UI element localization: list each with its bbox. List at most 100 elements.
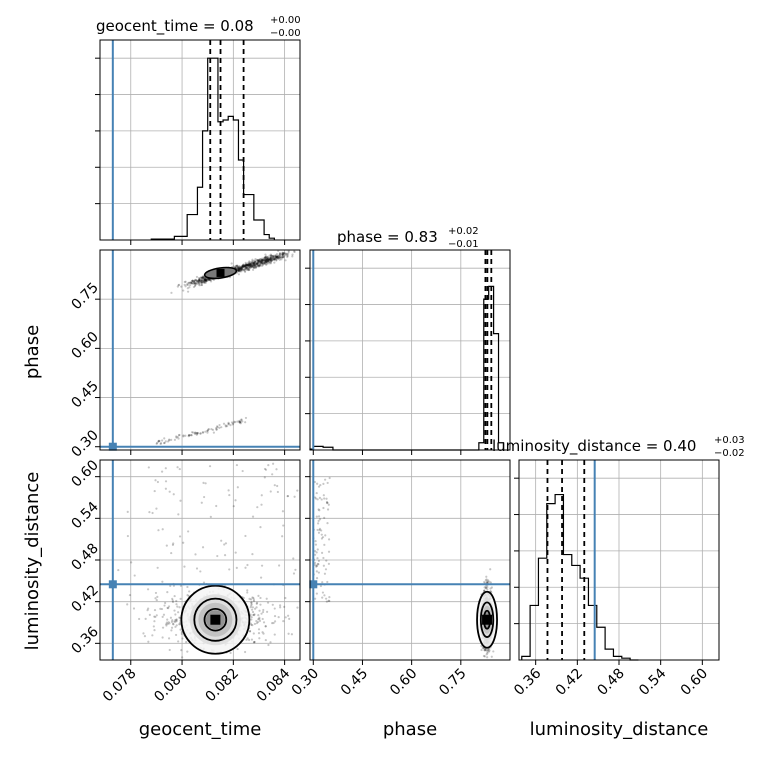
sample-point	[154, 591, 158, 595]
sample-point	[268, 260, 271, 263]
sample-point	[198, 278, 201, 281]
sample-point	[267, 464, 270, 467]
sample-point	[170, 438, 173, 441]
sample-point	[238, 267, 241, 270]
sample-point	[239, 422, 242, 425]
sample-point	[253, 640, 256, 644]
sample-point	[266, 261, 269, 264]
sample-point	[175, 603, 178, 606]
sample-point	[248, 597, 251, 601]
sample-point	[175, 436, 178, 439]
sample-point	[259, 258, 262, 261]
sample-point	[153, 620, 156, 623]
sample-point	[188, 434, 191, 437]
sample-point	[203, 278, 206, 281]
sample-point	[281, 535, 284, 538]
sample-point	[269, 256, 273, 259]
sample-point	[157, 439, 160, 442]
sample-point	[259, 258, 262, 261]
sample-point	[250, 623, 253, 626]
sample-point	[193, 281, 196, 285]
sample-point	[248, 262, 251, 265]
sample-point	[175, 624, 178, 627]
sample-point	[258, 609, 261, 612]
sample-point	[278, 253, 281, 256]
sample-point	[241, 265, 244, 269]
sample-point	[178, 535, 182, 538]
sample-point	[227, 489, 230, 492]
sample-point	[236, 486, 239, 489]
sample-point	[279, 256, 282, 260]
sample-point	[486, 652, 489, 655]
sample-point	[251, 553, 254, 556]
sample-point	[244, 264, 247, 267]
sample-point	[223, 553, 227, 557]
sample-point	[314, 597, 317, 600]
sample-point	[238, 269, 241, 272]
sample-point	[269, 258, 272, 262]
sample-point	[209, 280, 213, 283]
ylabel-phase: phase	[22, 325, 43, 379]
sample-point	[153, 608, 157, 612]
sample-point	[200, 278, 203, 282]
sample-point	[315, 564, 319, 568]
x-tick-label: 0.080	[151, 666, 191, 706]
sample-point	[201, 431, 204, 434]
sample-point	[253, 641, 256, 644]
sample-point	[258, 259, 261, 262]
sample-point	[174, 618, 177, 622]
sample-point	[270, 259, 273, 262]
sample-point	[245, 263, 248, 266]
sample-point	[192, 282, 195, 285]
sample-point	[133, 574, 136, 577]
sample-point	[266, 610, 269, 613]
sample-point	[172, 623, 175, 626]
sample-point	[266, 255, 269, 259]
sample-point	[271, 473, 274, 476]
sample-point	[273, 258, 276, 261]
sample-point	[273, 258, 276, 261]
hist-geocent_time-frame	[99, 39, 301, 241]
sample-point	[271, 622, 274, 625]
x-tick-label: 0.30	[289, 666, 322, 699]
sample-point	[203, 276, 206, 280]
sample-point	[197, 281, 200, 284]
sample-point	[277, 616, 280, 619]
sample-point	[177, 437, 180, 440]
sample-point	[241, 266, 244, 269]
title-phase: phase = 0.83	[337, 228, 438, 246]
y-tick-label: 0.42	[68, 582, 101, 615]
sample-point	[257, 261, 260, 264]
sample-point	[155, 507, 158, 510]
sample-point	[252, 596, 255, 600]
sample-point	[486, 649, 489, 652]
sample-point	[260, 260, 263, 263]
hist-panel-phase	[305, 249, 511, 455]
sample-point	[239, 267, 242, 270]
sample-point	[142, 632, 145, 635]
sample-point	[266, 259, 270, 262]
sample-point	[195, 279, 199, 282]
sample-point	[268, 258, 272, 261]
sample-point	[126, 510, 129, 513]
sample-point	[272, 255, 275, 258]
sample-point	[284, 252, 288, 255]
sample-point	[194, 553, 197, 556]
sample-point	[154, 615, 157, 619]
sample-point	[197, 280, 200, 283]
sample-point	[248, 265, 252, 268]
sample-point	[154, 597, 157, 600]
sample-point	[257, 262, 260, 265]
sample-point	[243, 264, 246, 267]
sample-point	[489, 568, 492, 571]
sample-point	[249, 606, 252, 609]
sample-point	[280, 253, 283, 256]
sample-point	[246, 637, 249, 640]
sample-point	[201, 276, 204, 279]
sample-point	[268, 258, 271, 261]
sample-point	[275, 255, 278, 259]
sample-point	[239, 267, 242, 270]
sample-point	[184, 285, 187, 288]
sample-point	[236, 269, 240, 272]
sample-point	[258, 258, 261, 262]
